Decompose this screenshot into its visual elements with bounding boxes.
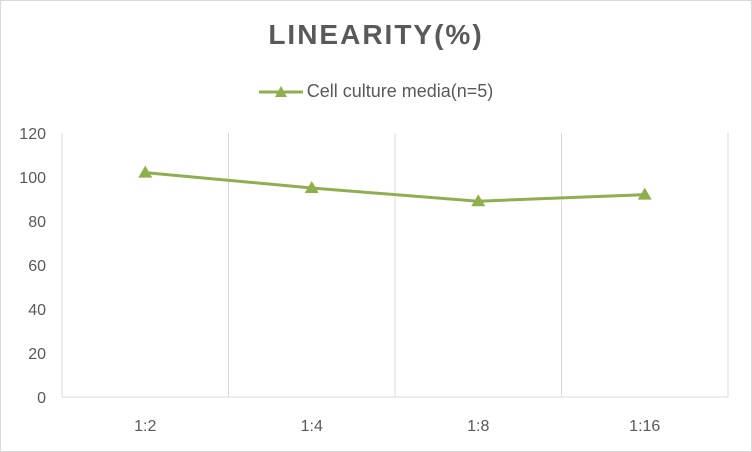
- data-point-marker: [637, 187, 652, 200]
- x-tick-label: 1:2: [134, 418, 156, 435]
- y-tick-label: 80: [28, 214, 46, 231]
- series-line: [145, 171, 645, 203]
- y-tick-label: 100: [19, 170, 46, 187]
- data-point-marker: [471, 194, 486, 207]
- x-tick-label: 1:4: [301, 418, 323, 435]
- y-tick-label: 0: [37, 390, 46, 407]
- x-tick-label: 1:16: [629, 418, 660, 435]
- data-point-marker: [138, 165, 153, 178]
- x-tick-label: 1:8: [467, 418, 489, 435]
- chart-title: LINEARITY(%): [268, 19, 484, 50]
- y-tick-label: 60: [28, 258, 46, 275]
- y-tick-label: 20: [28, 346, 46, 363]
- legend: Cell culture media(n=5): [1, 81, 751, 102]
- data-point-marker: [304, 181, 319, 193]
- legend-line-marker-icon: [258, 85, 303, 97]
- legend-label: Cell culture media(n=5): [306, 81, 494, 101]
- y-tick-label: 40: [28, 302, 46, 319]
- y-tick-label: 120: [19, 126, 46, 143]
